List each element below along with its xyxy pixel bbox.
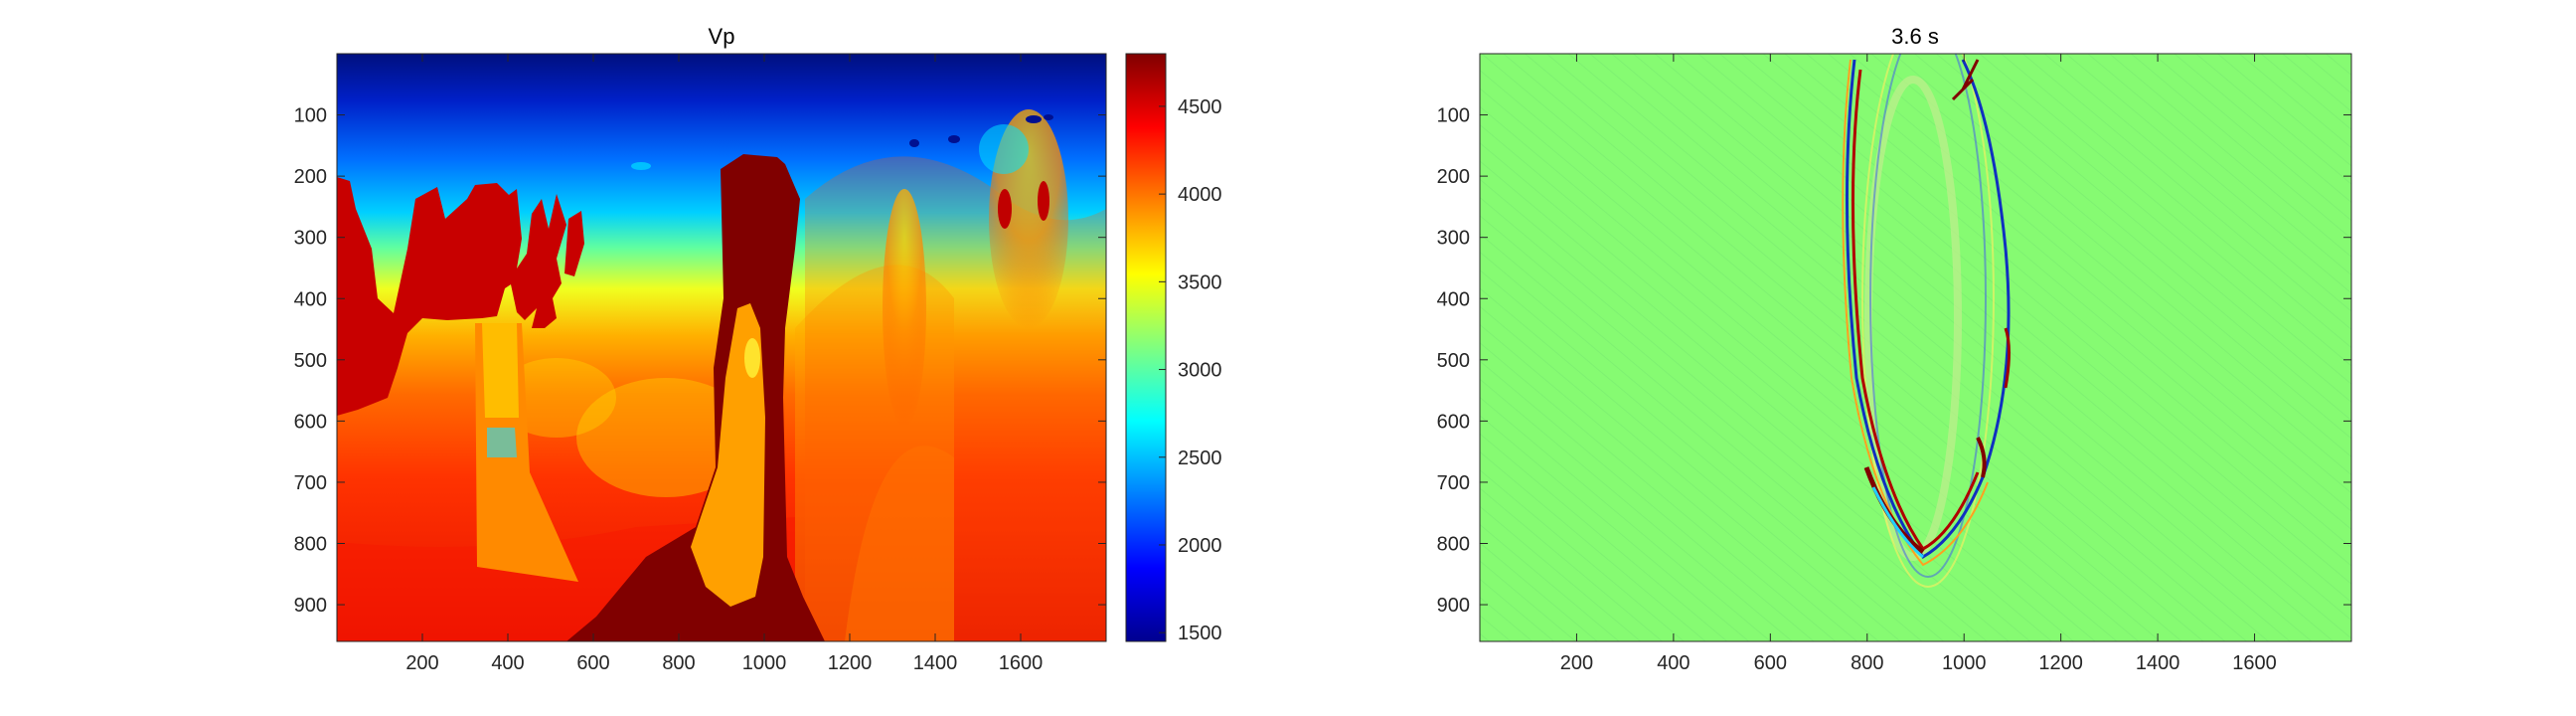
y-tick-label: 300 — [294, 228, 327, 250]
vp-y-axis: 100 200 300 400 500 600 700 800 900 — [294, 105, 1106, 617]
x-tick-label: 200 — [1560, 652, 1593, 674]
y-tick-label: 100 — [294, 105, 327, 127]
x-tick-label: 600 — [576, 652, 609, 674]
x-tick-label: 800 — [1851, 652, 1883, 674]
wavefield-image — [1480, 54, 2351, 641]
wavefield-y-axis: 100 200 300 400 500 600 700 800 900 — [1437, 105, 2351, 617]
y-tick-label: 100 — [1437, 105, 1470, 127]
y-tick-label: 900 — [294, 595, 327, 617]
wavefield-x-axis: 200 400 600 800 1000 1200 1400 1600 — [1560, 54, 2277, 674]
y-tick-label: 700 — [294, 472, 327, 494]
vp-panel: Vp — [294, 24, 1222, 674]
y-tick-label: 200 — [294, 166, 327, 188]
colorbar-tick-label: 2500 — [1178, 448, 1222, 469]
x-tick-label: 200 — [405, 652, 438, 674]
y-tick-label: 900 — [1437, 595, 1470, 617]
x-tick-label: 1000 — [742, 652, 787, 674]
vp-x-axis: 200 400 600 800 1000 1200 1400 1600 — [405, 54, 1043, 674]
wavefield-panel: 3.6 s 200 400 600 800 1000 1200 1400 1600 100 20… — [1437, 24, 2352, 674]
y-tick-label: 800 — [294, 534, 327, 556]
colorbar-ticks: 1500 2000 2500 3000 3500 4000 4500 — [1159, 96, 1222, 644]
x-tick-label: 600 — [1754, 652, 1787, 674]
x-tick-label: 1400 — [2136, 652, 2180, 674]
vp-title: Vp — [709, 24, 735, 49]
colorbar-tick-label: 2000 — [1178, 535, 1222, 557]
x-tick-label: 800 — [662, 652, 695, 674]
x-tick-label: 1600 — [999, 652, 1044, 674]
y-tick-label: 600 — [1437, 411, 1470, 433]
y-tick-label: 300 — [1437, 228, 1470, 250]
colorbar-tick-label: 3500 — [1178, 271, 1222, 293]
x-tick-label: 400 — [1657, 652, 1690, 674]
x-tick-label: 400 — [491, 652, 524, 674]
y-tick-label: 800 — [1437, 534, 1470, 556]
x-tick-label: 1600 — [2232, 652, 2277, 674]
vp-colorbar: 1500 2000 2500 3000 3500 4000 4500 — [1125, 53, 1222, 644]
wavefield-title: 3.6 s — [1891, 24, 1939, 49]
colorbar-tick-label: 1500 — [1178, 623, 1222, 644]
colorbar-tick-label: 4500 — [1178, 96, 1222, 118]
x-tick-label: 1000 — [1942, 652, 1987, 674]
y-tick-label: 600 — [294, 411, 327, 433]
y-tick-label: 500 — [1437, 350, 1470, 372]
y-tick-label: 400 — [294, 288, 327, 310]
colorbar-tick-label: 4000 — [1178, 184, 1222, 206]
colorbar-tick-label: 3000 — [1178, 360, 1222, 382]
y-tick-label: 500 — [294, 350, 327, 372]
vp-image — [337, 54, 1106, 641]
y-tick-label: 700 — [1437, 472, 1470, 494]
x-tick-label: 1400 — [913, 652, 958, 674]
y-tick-label: 400 — [1437, 288, 1470, 310]
y-tick-label: 200 — [1437, 166, 1470, 188]
x-tick-label: 1200 — [2038, 652, 2083, 674]
x-tick-label: 1200 — [828, 652, 873, 674]
